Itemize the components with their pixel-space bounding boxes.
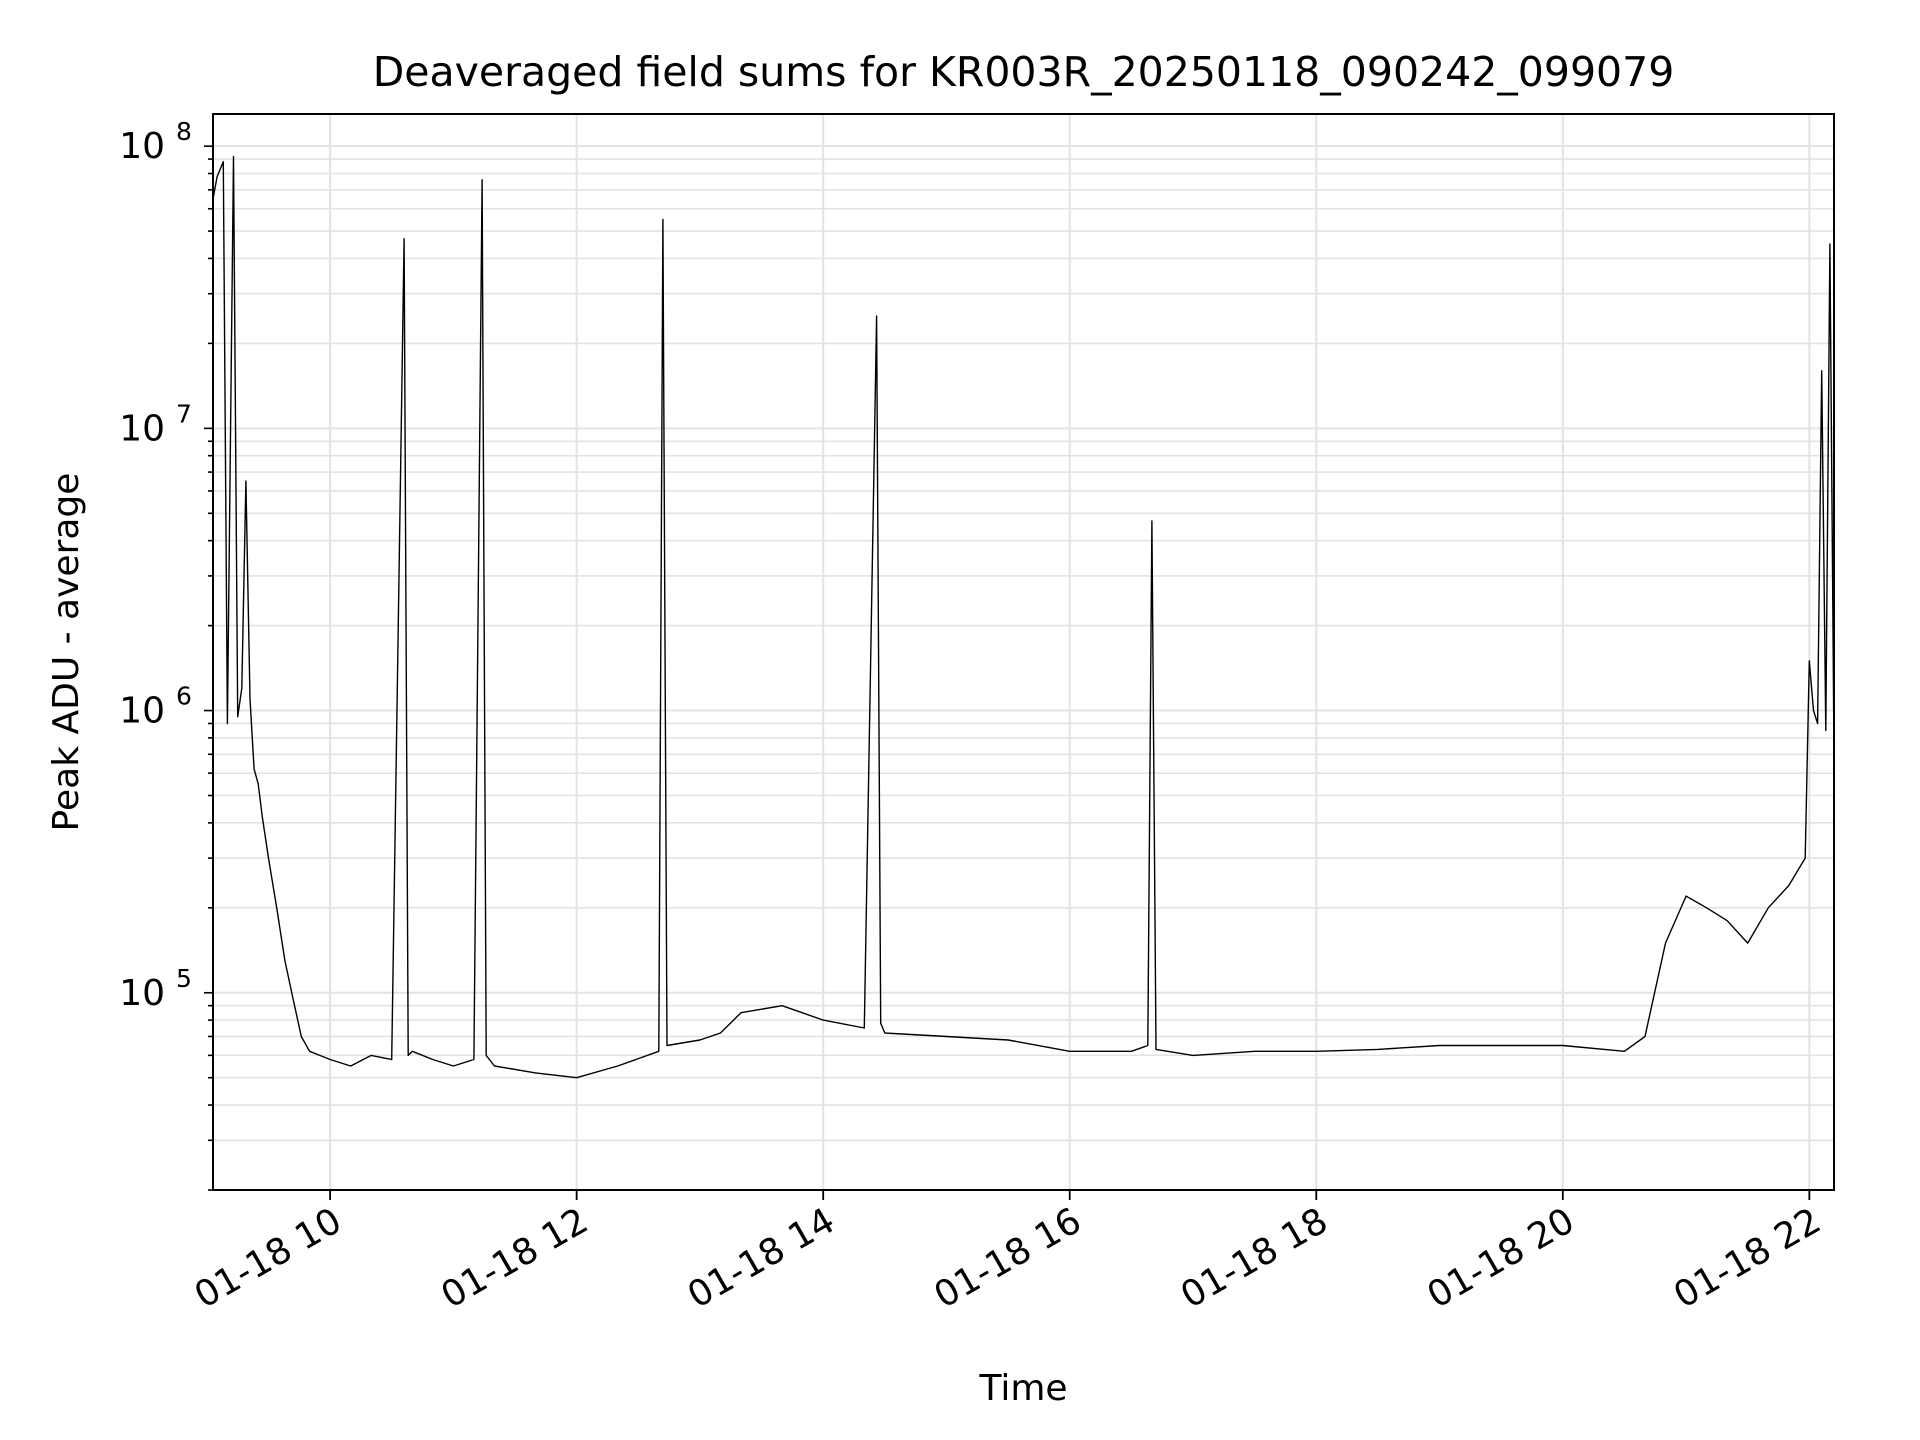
y-tick-label: 10 xyxy=(119,408,165,449)
plot-area-frame xyxy=(212,113,1835,1191)
x-axis-label: Time xyxy=(978,1368,1067,1409)
grid-lines xyxy=(213,114,1834,1191)
y-tick-exponent: 8 xyxy=(176,117,192,146)
series-path xyxy=(212,155,1835,1079)
chart-title: Deaveraged field sums for KR003R_2025011… xyxy=(373,48,1675,96)
x-tick-label: 01-18 18 xyxy=(1174,1200,1335,1316)
y-axis: 10 5 10 6 10 7 10 8 xyxy=(119,117,213,1191)
y-axis-label: Peak ADU - average xyxy=(46,473,87,832)
y-tick-exponent: 6 xyxy=(176,682,192,711)
series-line xyxy=(212,155,1835,1079)
x-tick-label: 01-18 10 xyxy=(188,1200,349,1316)
x-axis: 01-18 10 01-18 12 01-18 14 01-18 16 01-18 18… xyxy=(188,1190,1828,1317)
x-tick-label: 01-18 20 xyxy=(1421,1200,1582,1316)
y-tick-exponent: 5 xyxy=(176,964,192,993)
x-tick-label: 01-18 14 xyxy=(681,1200,842,1316)
y-tick-exponent: 7 xyxy=(176,399,192,428)
x-tick-label: 01-18 12 xyxy=(434,1200,595,1316)
x-tick-label: 01-18 16 xyxy=(928,1200,1089,1316)
y-tick-label: 10 xyxy=(119,973,165,1014)
y-tick-label: 10 xyxy=(119,126,165,167)
x-tick-label: 01-18 22 xyxy=(1667,1200,1828,1316)
y-tick-label: 10 xyxy=(119,691,165,732)
